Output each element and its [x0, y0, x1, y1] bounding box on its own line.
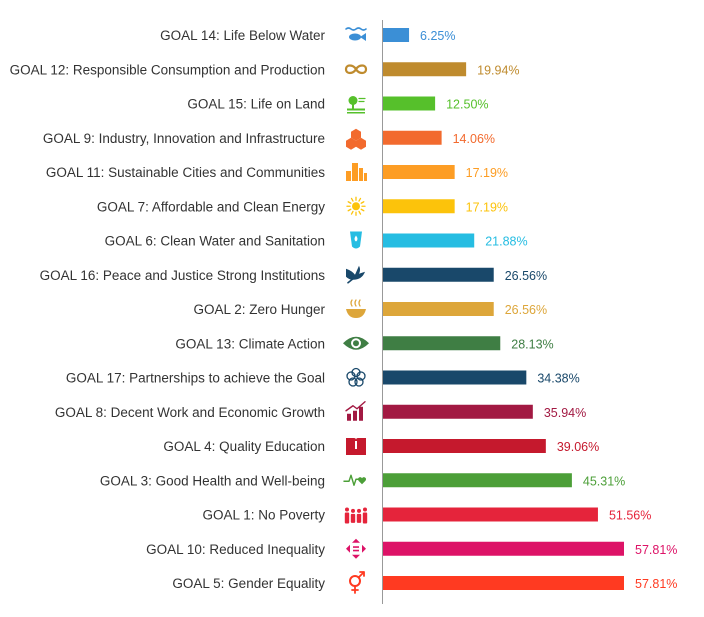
- equality-arrows-icon: [346, 538, 366, 559]
- goal-16-label: GOAL 16: Peace and Justice Strong Instit…: [40, 268, 326, 283]
- goal-12-label: GOAL 12: Responsible Consumption and Pro…: [10, 62, 325, 77]
- goal-11-row: GOAL 11: Sustainable Cities and Communit…: [46, 163, 508, 181]
- goal-11-label: GOAL 11: Sustainable Cities and Communit…: [46, 165, 325, 180]
- goal-12-row: GOAL 12: Responsible Consumption and Pro…: [10, 62, 520, 77]
- goal-17-label: GOAL 17: Partnerships to achieve the Goa…: [66, 371, 325, 386]
- goal-2-bar: [383, 302, 494, 316]
- goal-4-row: GOAL 4: Quality Education 39.06%: [163, 438, 599, 455]
- goal-2-value-label: 26.56%: [505, 303, 547, 317]
- goal-14-label: GOAL 14: Life Below Water: [160, 28, 325, 43]
- cubes-icon: [346, 128, 366, 150]
- goal-17-value-label: 34.38%: [537, 372, 579, 386]
- book-icon: [346, 438, 366, 455]
- gender-icon: [349, 571, 365, 594]
- goal-14-bar: [383, 28, 410, 42]
- goal-16-value-label: 26.56%: [505, 269, 547, 283]
- goal-1-bar: [383, 507, 598, 522]
- goal-12-value-label: 19.94%: [477, 63, 519, 77]
- goal-8-bar: [383, 404, 533, 419]
- goal-3-label: GOAL 3: Good Health and Well-being: [100, 473, 325, 488]
- goal-3-row: GOAL 3: Good Health and Well-being 45.31%: [100, 473, 625, 488]
- goal-9-bar: [383, 130, 442, 145]
- goal-11-bar: [383, 165, 455, 179]
- goal-15-label: GOAL 15: Life on Land: [187, 97, 325, 112]
- goal-15-row: GOAL 15: Life on Land 12.50%: [187, 96, 489, 114]
- goal-9-row: GOAL 9: Industry, Innovation and Infrast…: [43, 128, 495, 150]
- growth-chart-icon: [345, 401, 366, 421]
- goal-9-label: GOAL 9: Industry, Innovation and Infrast…: [43, 131, 325, 146]
- goal-6-row: GOAL 6: Clean Water and Sanitation 21.88%: [105, 231, 528, 249]
- goal-14-value-label: 6.25%: [420, 29, 455, 43]
- goal-7-row: GOAL 7: Affordable and Clean Energy 17.19…: [97, 196, 508, 216]
- goal-4-value-label: 39.06%: [557, 440, 599, 454]
- goal-6-label: GOAL 6: Clean Water and Sanitation: [105, 234, 325, 249]
- buildings-icon: [346, 163, 367, 181]
- goal-1-label: GOAL 1: No Poverty: [202, 508, 325, 523]
- goal-2-label: GOAL 2: Zero Hunger: [193, 302, 325, 317]
- goal-10-label: GOAL 10: Reduced Inequality: [146, 542, 325, 557]
- goal-1-row: GOAL 1: No Poverty 51.56%: [202, 507, 651, 524]
- goal-4-bar: [383, 439, 546, 453]
- goal-4-label: GOAL 4: Quality Education: [163, 439, 325, 454]
- eye-globe-icon: [343, 336, 369, 350]
- goal-3-value-label: 45.31%: [583, 474, 625, 488]
- goal-7-label: GOAL 7: Affordable and Clean Energy: [97, 199, 325, 214]
- bowl-icon: [346, 299, 366, 318]
- goal-17-row: GOAL 17: Partnerships to achieve the Goa…: [66, 367, 580, 387]
- goal-13-row: GOAL 13: Climate Action 28.13%: [175, 336, 554, 351]
- goal-3-bar: [383, 473, 572, 488]
- water-drop-icon: [350, 231, 362, 249]
- goal-16-row: GOAL 16: Peace and Justice Strong Instit…: [40, 265, 547, 284]
- goal-8-row: GOAL 8: Decent Work and Economic Growth 3…: [55, 401, 586, 421]
- goal-7-value-label: 17.19%: [466, 200, 508, 214]
- dove-icon: [346, 265, 365, 284]
- heartbeat-icon: [343, 474, 367, 486]
- goal-1-value-label: 51.56%: [609, 509, 651, 523]
- tree-land-icon: [347, 96, 366, 114]
- goal-5-row: GOAL 5: Gender Equality 57.81%: [172, 571, 677, 594]
- goal-6-bar: [383, 233, 475, 248]
- family-icon: [344, 507, 368, 524]
- goal-13-bar: [383, 336, 501, 351]
- goal-10-row: GOAL 10: Reduced Inequality 57.81%: [146, 538, 677, 559]
- goal-17-bar: [383, 370, 527, 385]
- goal-15-value-label: 12.50%: [446, 98, 488, 112]
- goal-10-value-label: 57.81%: [635, 543, 677, 557]
- goal-2-row: GOAL 2: Zero Hunger 26.56%: [193, 299, 547, 318]
- goal-7-bar: [383, 199, 455, 214]
- sun-icon: [346, 196, 366, 216]
- goal-5-label: GOAL 5: Gender Equality: [172, 576, 325, 591]
- goal-12-bar: [383, 62, 467, 77]
- infinity-icon: [344, 64, 368, 75]
- goal-6-value-label: 21.88%: [485, 235, 527, 249]
- goal-15-bar: [383, 96, 436, 111]
- goal-5-bar: [383, 576, 624, 590]
- goal-5-value-label: 57.81%: [635, 577, 677, 591]
- goal-10-bar: [383, 541, 624, 556]
- goal-8-label: GOAL 8: Decent Work and Economic Growth: [55, 405, 325, 420]
- goal-14-row: GOAL 14: Life Below Water 6.25%: [160, 27, 456, 43]
- goal-11-value-label: 17.19%: [466, 166, 508, 180]
- goal-16-bar: [383, 267, 494, 282]
- goal-9-value-label: 14.06%: [453, 132, 495, 146]
- rings-icon: [346, 367, 366, 387]
- fish-waves-icon: [345, 27, 367, 41]
- goal-13-label: GOAL 13: Climate Action: [175, 336, 325, 351]
- goal-13-value-label: 28.13%: [511, 337, 553, 351]
- goal-8-value-label: 35.94%: [544, 406, 586, 420]
